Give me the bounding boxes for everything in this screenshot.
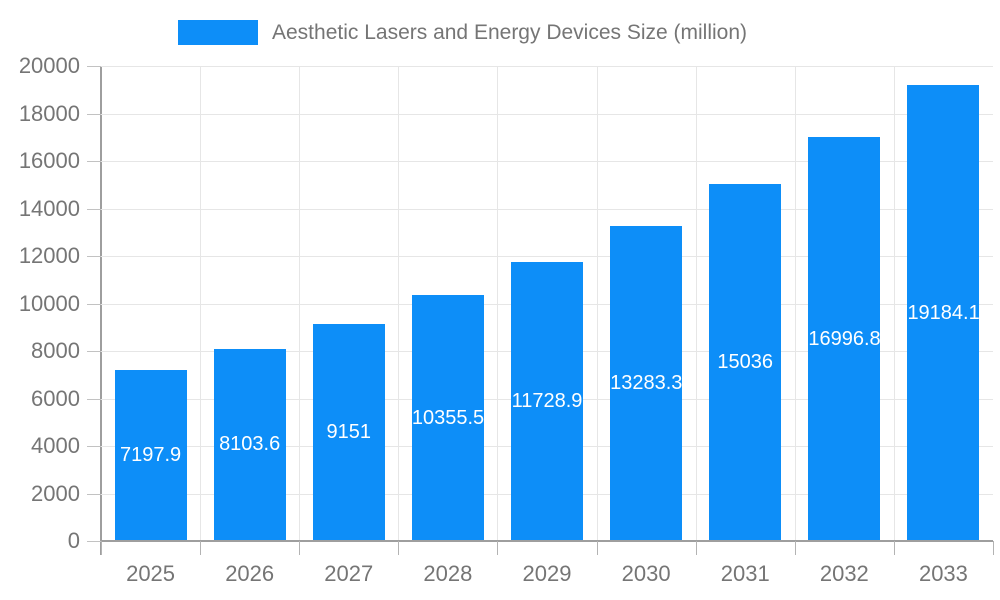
v-gridline (893, 66, 895, 541)
y-tick-label: 20000 (18, 53, 80, 78)
x-tick-label: 2027 (324, 561, 374, 586)
v-gridline (794, 66, 796, 541)
x-tick-label: 2030 (621, 561, 671, 586)
y-axis-tick (87, 303, 101, 305)
y-tick-label: 8000 (31, 338, 80, 363)
y-axis-tick (87, 66, 101, 67)
x-tick-label: 2026 (225, 561, 275, 586)
x-axis-baseline (101, 540, 993, 542)
h-gridline (101, 208, 993, 210)
bar-2031[interactable]: 15036 (709, 183, 782, 541)
legend-label: Aesthetic Lasers and Energy Devices Size… (272, 21, 748, 44)
v-gridline (200, 66, 202, 541)
bar-value-label: 19184.1 (907, 301, 980, 324)
v-gridline (299, 66, 301, 541)
y-axis-tick (87, 446, 101, 447)
y-axis-tick (87, 256, 101, 257)
x-axis-tick (596, 541, 598, 555)
x-tick-label: 2031 (720, 561, 770, 586)
v-gridline (497, 66, 499, 541)
x-tick-label: 2033 (918, 561, 968, 586)
x-axis-tick (497, 541, 499, 555)
bar-2032[interactable]: 16996.8 (808, 137, 881, 541)
bar-value-label: 8103.6 (219, 433, 281, 456)
y-axis-tick (87, 351, 101, 352)
legend-swatch (178, 20, 258, 45)
y-tick-label: 6000 (31, 385, 80, 411)
h-gridline (101, 66, 993, 67)
bar-value-label: 13283.3 (610, 371, 683, 394)
x-tick-label: 2029 (522, 561, 572, 586)
y-axis-tick (87, 493, 101, 495)
bar-2026[interactable]: 8103.6 (213, 348, 286, 541)
x-axis-tick (794, 541, 796, 555)
x-tick-label: 2028 (423, 561, 473, 586)
x-tick-label: 2032 (819, 561, 869, 586)
x-tick-label: 2025 (126, 561, 176, 586)
y-tick-label: 0 (67, 528, 80, 553)
legend: Aesthetic Lasers and Energy Devices Size… (178, 20, 747, 45)
plot-area: 7197.9 8103.6 9151 10355.5 11728.9 13283.3 150… (101, 66, 993, 541)
h-gridline (101, 256, 993, 257)
v-gridline (398, 66, 400, 541)
y-tick-label: 10000 (18, 290, 80, 316)
bar-2029[interactable]: 11728.9 (511, 262, 583, 541)
bar-2030[interactable]: 13283.3 (610, 225, 683, 541)
x-axis-tick (101, 541, 102, 555)
bar-value-label: 15036 (717, 350, 774, 373)
bar-value-label: 10355.5 (411, 406, 484, 429)
x-axis-tick (993, 541, 994, 555)
y-axis-tick (87, 541, 101, 542)
x-axis-tick (893, 541, 895, 555)
y-axis-tick (87, 113, 101, 115)
y-axis-tick (87, 208, 101, 210)
y-tick-label: 18000 (18, 100, 80, 126)
x-axis-tick (695, 541, 697, 555)
y-tick-label: 14000 (18, 195, 80, 221)
y-tick-label: 4000 (31, 433, 80, 458)
y-axis-tick (87, 161, 101, 162)
h-gridline (101, 113, 993, 115)
y-axis-tick (87, 398, 101, 400)
y-tick-label: 2000 (31, 480, 80, 506)
y-tick-label: 16000 (18, 148, 80, 173)
bar-2025[interactable]: 7197.9 (114, 370, 187, 541)
h-gridline (101, 161, 993, 162)
x-axis-tick (398, 541, 400, 555)
bar-2027[interactable]: 9151 (312, 323, 385, 541)
v-gridline (695, 66, 697, 541)
y-tick-label: 12000 (18, 243, 80, 268)
x-axis-tick (299, 541, 301, 555)
bar-value-label: 9151 (326, 420, 372, 443)
bar-2033[interactable]: 19184.1 (907, 85, 980, 541)
y-axis-line (100, 66, 102, 555)
x-axis-tick (200, 541, 202, 555)
bar-value-label: 11728.9 (511, 390, 583, 413)
bar-value-label: 7197.9 (119, 444, 182, 467)
bar-value-label: 16996.8 (808, 327, 881, 350)
v-gridline (596, 66, 598, 541)
bar-2028[interactable]: 10355.5 (411, 295, 484, 541)
